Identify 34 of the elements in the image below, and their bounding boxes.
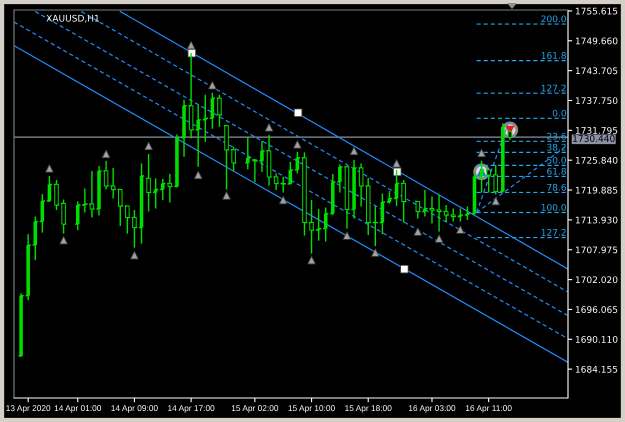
y-tick-label: 1684.155 [576,366,618,373]
x-tick-label: 15 Apr 18:00 [345,405,392,413]
series-label: 50.0 [547,156,566,164]
series-label: 127.2 [542,229,566,236]
y-tick-label: 1696.065 [576,306,618,314]
y-tick-label: 1702.020 [576,276,618,284]
series-label: 161.8 [542,52,566,59]
x-tick-label: 15 Apr 02:00 [232,405,278,413]
y-tick-label: 1690.110 [576,336,618,343]
y-tick-label: 1755.615 [576,8,618,14]
ref-line-label: 1730.440 [573,135,615,142]
y-tick-label: 1707.975 [576,246,618,254]
series-label: 78.6 [547,184,566,191]
x-tick-label: 16 Apr 11:00 [466,405,512,413]
y-tick-label: 1725.840 [576,156,618,164]
x-tick-label: 16 Apr 03:00 [408,405,456,413]
y-tick-label: 1737.750 [576,97,618,104]
y-tick-label: 1731.795 [576,127,618,134]
y-tick-label: 1713.930 [576,216,618,224]
series-label: 38.2 [547,144,566,151]
series-label: 127.2 [542,84,566,92]
x-tick-label: 14 Apr 17:00 [168,405,214,413]
y-tick-label: 1749.660 [576,38,618,44]
y-tick-label: 1719.885 [576,186,618,194]
x-tick-label: 13 Apr 2020 [6,405,50,413]
series-label: 200.0 [541,15,566,22]
chart-title: XAUUSD,H1 [46,14,99,23]
series-label: 61.8 [547,168,566,175]
y-tick-label: 1743.705 [576,67,618,74]
x-tick-label: 14 Apr 09:00 [111,405,158,413]
series-label: 100.0 [542,204,566,211]
series-label: 0.0 [552,110,566,117]
x-tick-label: 14 Apr 01:00 [54,405,102,413]
x-tick-label: 15 Apr 10:00 [288,405,335,413]
